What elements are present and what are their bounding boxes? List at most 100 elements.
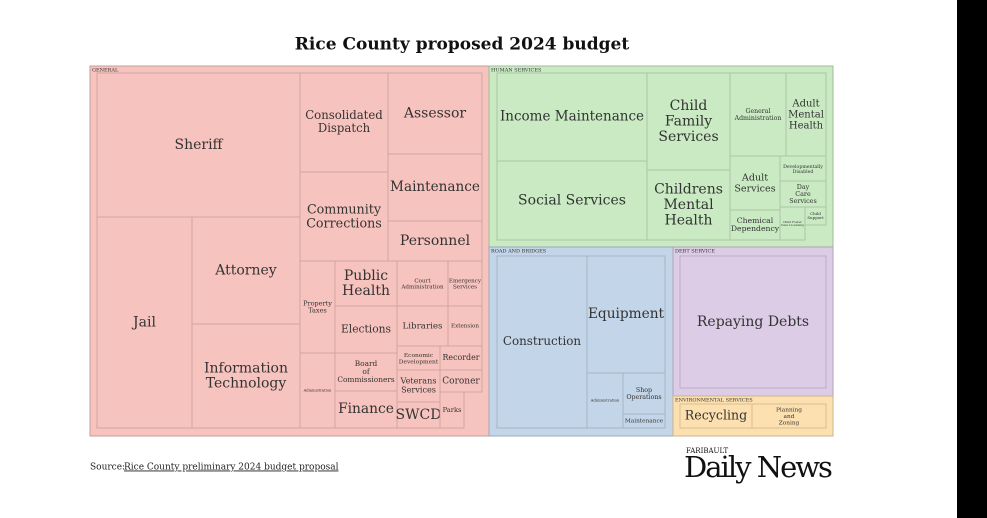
item-label-line: Chemical — [737, 216, 774, 225]
item-label: Consolidated Dispatch — [305, 108, 383, 135]
item-label-line: Services — [658, 129, 718, 145]
item-rect — [679, 403, 753, 429]
item-label-line: Care Licensing — [781, 223, 804, 227]
item-rect — [299, 260, 336, 354]
item-label: Repaying Debts — [697, 314, 809, 330]
item-rect — [785, 72, 827, 157]
item-label: Recycling — [685, 408, 747, 423]
item-label: Equipment — [588, 306, 665, 322]
item-label-line: Day — [797, 183, 810, 191]
item-label: Childrens Mental Health — [654, 182, 723, 229]
item-rect — [396, 345, 441, 371]
item-rect — [729, 72, 787, 157]
item-label-line: Mental — [788, 109, 824, 120]
group-label: ROAD AND BRIDGES — [491, 249, 547, 255]
item-label-line: Health — [665, 212, 713, 228]
item-label-line: Services — [401, 384, 436, 394]
group-label: GENERAL — [92, 68, 119, 74]
item-label: Assessor — [403, 106, 467, 122]
item-label-line: and — [784, 414, 795, 420]
item-label-line: Adult — [791, 98, 819, 109]
item-label: Maintenance — [625, 419, 664, 425]
item-label-line: Child — [810, 211, 821, 216]
item-label: Public Health — [342, 268, 390, 299]
side-bar — [957, 0, 987, 518]
item-label-line: Technology — [206, 376, 287, 392]
item-rect — [96, 72, 301, 218]
item-rect — [646, 169, 731, 241]
item-label-line: Planning — [776, 407, 802, 413]
item-rect — [679, 255, 827, 389]
item-label-line: Child Foster — [783, 220, 802, 224]
item-label-line: Board — [355, 359, 378, 368]
item-label-line: Administration — [734, 114, 782, 121]
item-label-line: Court — [414, 278, 431, 284]
item-label: Income Maintenance — [500, 109, 644, 125]
item-rect — [729, 155, 781, 211]
source-link[interactable]: Rice County preliminary 2024 budget prop… — [124, 463, 339, 473]
item-label-line: Health — [342, 283, 390, 299]
item-label-line: Services — [453, 284, 477, 290]
item-rect — [779, 206, 806, 241]
item-rect — [586, 372, 624, 429]
item-rect — [586, 255, 666, 374]
item-label-line: Child — [670, 98, 708, 114]
item-label-line: Taxes — [308, 307, 327, 315]
item-rect — [334, 305, 398, 354]
item-label-line: Services — [734, 183, 775, 194]
item-label: Community Corrections — [306, 201, 382, 230]
item-rect — [729, 209, 781, 241]
item-rect — [396, 305, 449, 347]
item-label: Administration — [303, 389, 332, 393]
item-label: Property Taxes — [303, 299, 332, 314]
item-rect — [779, 180, 827, 208]
item-label-line: Emergency — [449, 278, 482, 284]
item-label-line: of — [362, 367, 370, 376]
item-label-line: Property — [303, 299, 332, 307]
source-prefix: Source: — [90, 463, 125, 473]
item-label: Parks — [443, 406, 462, 414]
item-label-line: Corrections — [306, 215, 382, 230]
item-label: Child Family Services — [658, 98, 718, 145]
item-label-line: Mental — [663, 197, 714, 213]
item-rect — [299, 171, 389, 262]
item-label: Chemical Dependency — [731, 216, 780, 233]
item-label: Emergency Services — [449, 278, 482, 290]
item-label-line: Childrens — [654, 182, 723, 198]
item-rect — [439, 345, 483, 371]
item-rect — [439, 391, 465, 429]
item-label-line: Adult — [741, 172, 768, 183]
item-rect — [396, 260, 449, 307]
item-label: Personnel — [400, 233, 471, 249]
item-label: Attorney — [214, 263, 277, 279]
item-rect — [191, 216, 301, 325]
item-rect — [191, 323, 301, 429]
item-rect — [622, 372, 666, 415]
item-label: Maintenance — [390, 179, 480, 195]
item-label: Day Care Services — [789, 183, 817, 205]
group-label: DEBT SERVICE — [675, 249, 715, 255]
item-label-line: Public — [344, 268, 388, 284]
chart-title: Rice County proposed 2024 budget — [295, 35, 630, 55]
item-label: Child Foster Care Licensing — [781, 220, 804, 227]
item-label-line: Shop — [636, 387, 652, 394]
item-label: Information Technology — [204, 360, 288, 391]
item-label: Economic Development — [399, 352, 439, 365]
item-label-line: Zoning — [779, 420, 800, 426]
item-rect — [387, 72, 483, 155]
item-label: Adult Services — [734, 172, 775, 194]
item-label: General Administration — [734, 108, 782, 122]
item-label: Adult Mental Health — [788, 98, 824, 131]
item-rect — [387, 153, 483, 222]
item-label: Court Administration — [400, 278, 444, 290]
item-label-line: Family — [665, 114, 712, 130]
item-rect — [496, 160, 648, 241]
item-label: Developmentally Disabled — [783, 163, 823, 174]
item-label-line: Development — [399, 359, 439, 365]
item-label: Veterans Services — [400, 376, 437, 395]
item-label: Elections — [341, 323, 391, 336]
logo-name: Daily News — [684, 450, 832, 484]
item-rect — [622, 413, 666, 429]
